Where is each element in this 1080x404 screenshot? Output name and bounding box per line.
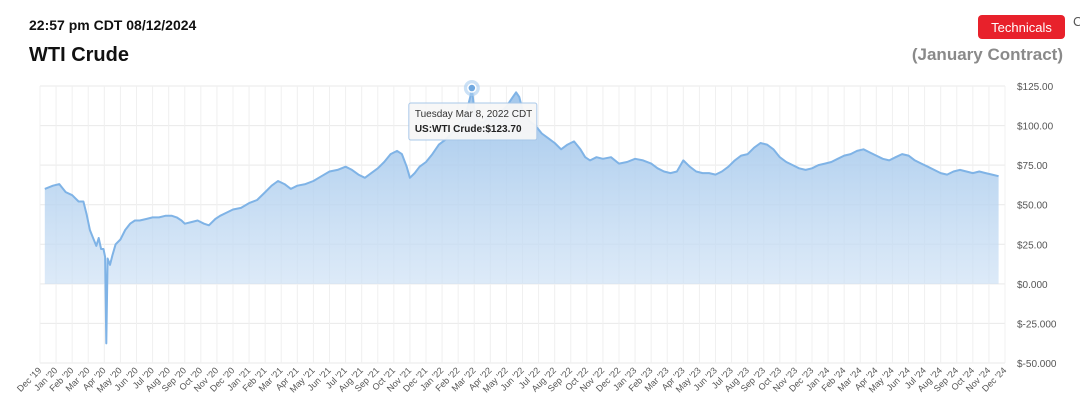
y-tick-label: $0.000	[1017, 280, 1048, 291]
tooltip-box	[408, 102, 538, 141]
tooltip: Tuesday Mar 8, 2022 CDT US:WTI Crude:$123…	[408, 80, 538, 141]
y-tick-label: $75.00	[1017, 161, 1048, 172]
tooltip-date: Tuesday Mar 8, 2022 CDT	[415, 109, 532, 120]
y-tick-label: $25.00	[1017, 240, 1048, 251]
y-tick-label: $100.00	[1017, 122, 1054, 133]
tooltip-value: US:WTI Crude:$123.70	[415, 124, 522, 135]
y-tick-label: $125.00	[1017, 82, 1054, 93]
timestamp: 22:57 pm CDT 08/12/2024	[29, 17, 197, 33]
chart-title: WTI Crude	[29, 44, 129, 66]
contract-label: (January Contract)	[911, 45, 1063, 64]
edge-glyph: C	[1073, 14, 1080, 29]
y-tick-label: $-50.000	[1017, 359, 1057, 370]
y-tick-label: $50.00	[1017, 201, 1048, 212]
tooltip-marker	[467, 83, 477, 93]
y-tick-label: $-25.000	[1017, 319, 1057, 330]
price-area	[44, 88, 999, 344]
technicals-button[interactable]: Technicals	[978, 15, 1065, 39]
y-axis: $125.00 $100.00 $75.00 $50.00 $25.00 $0.000 $-…	[1017, 82, 1057, 370]
